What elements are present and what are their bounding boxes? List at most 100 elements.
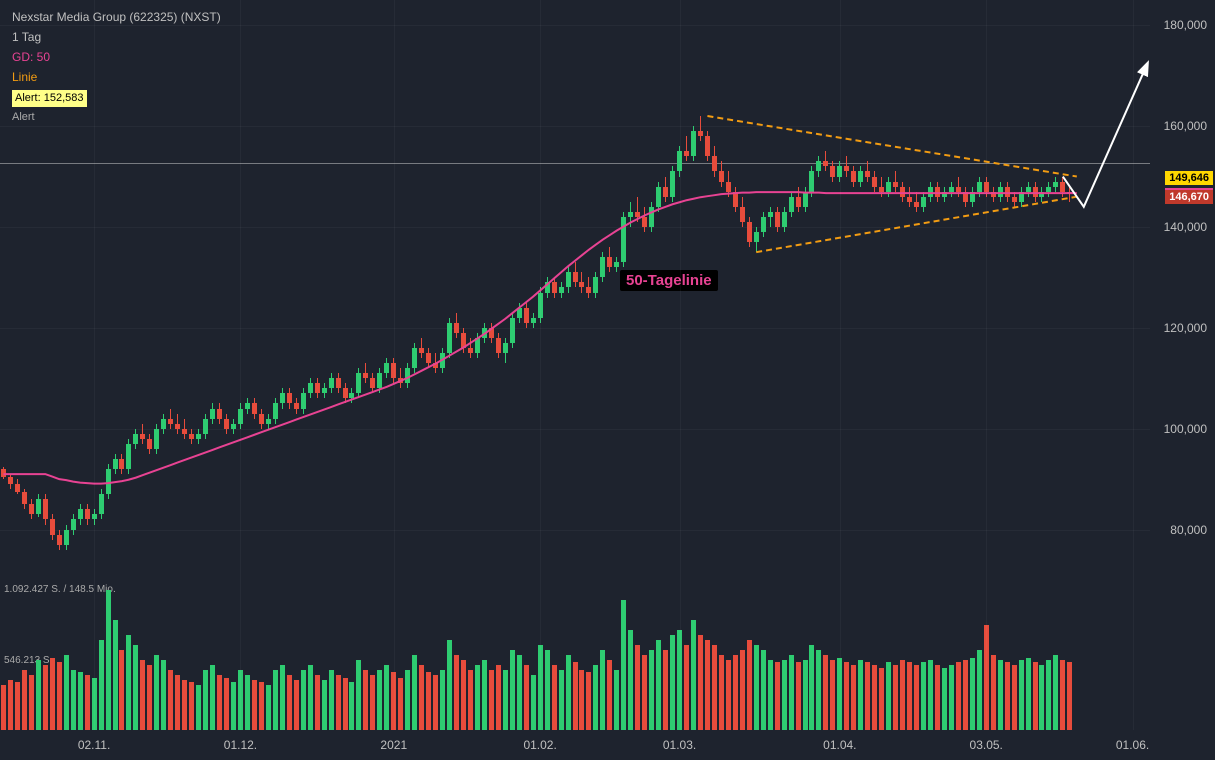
volume-bar bbox=[649, 650, 654, 730]
volume-bar bbox=[106, 590, 111, 730]
volume-bar bbox=[510, 650, 515, 730]
volume-bar bbox=[468, 670, 473, 730]
volume-bar bbox=[928, 660, 933, 730]
volume-bar bbox=[809, 645, 814, 730]
x-tick-label: 01.06. bbox=[1116, 738, 1149, 752]
volume-bar bbox=[907, 662, 912, 730]
volume-bar bbox=[405, 670, 410, 730]
volume-bar bbox=[789, 655, 794, 730]
volume-bar bbox=[517, 655, 522, 730]
volume-bar bbox=[336, 675, 341, 730]
volume-bar bbox=[600, 650, 605, 730]
volume-bar bbox=[22, 670, 27, 730]
x-tick-label: 03.05. bbox=[970, 738, 1003, 752]
volume-bar bbox=[252, 680, 257, 730]
volume-bar bbox=[426, 672, 431, 730]
volume-bar bbox=[496, 665, 501, 730]
volume-bar bbox=[377, 670, 382, 730]
volume-bar bbox=[830, 660, 835, 730]
volume-bar bbox=[816, 650, 821, 730]
volume-bar bbox=[935, 665, 940, 730]
volume-bar bbox=[1005, 662, 1010, 730]
volume-bar bbox=[1053, 655, 1058, 730]
x-axis: 02.11.01.12.202101.02.01.03.01.04.03.05.… bbox=[0, 730, 1150, 760]
volume-bar bbox=[768, 660, 773, 730]
volume-bar bbox=[893, 665, 898, 730]
y-tick-label: 120,000 bbox=[1164, 321, 1207, 335]
volume-bar bbox=[977, 650, 982, 730]
volume-bar bbox=[29, 675, 34, 730]
volume-bar bbox=[844, 662, 849, 730]
volume-bar bbox=[991, 655, 996, 730]
volume-bar bbox=[78, 672, 83, 730]
volume-bar bbox=[43, 665, 48, 730]
volume-bar bbox=[740, 650, 745, 730]
volume-bar bbox=[71, 670, 76, 730]
volume-bar bbox=[1, 685, 6, 730]
y-tick-label: 180,000 bbox=[1164, 18, 1207, 32]
volume-bar bbox=[370, 675, 375, 730]
volume-bar bbox=[203, 670, 208, 730]
volume-bar bbox=[851, 665, 856, 730]
volume-bar bbox=[482, 660, 487, 730]
volume-bar bbox=[712, 645, 717, 730]
y-tick-label: 100,000 bbox=[1164, 422, 1207, 436]
volume-bar bbox=[531, 675, 536, 730]
volume-bar bbox=[301, 670, 306, 730]
alert-line bbox=[0, 163, 1150, 164]
volume-bar bbox=[349, 682, 354, 730]
volume-bar bbox=[1026, 658, 1031, 730]
volume-bar bbox=[308, 665, 313, 730]
volume-bar bbox=[970, 658, 975, 730]
volume-bar bbox=[503, 670, 508, 730]
volume-bar bbox=[879, 668, 884, 730]
volume-bar bbox=[461, 660, 466, 730]
volume-bar bbox=[796, 662, 801, 730]
volume-bar bbox=[398, 678, 403, 730]
volume-bar bbox=[356, 660, 361, 730]
volume-bar bbox=[684, 645, 689, 730]
volume-bar bbox=[50, 658, 55, 730]
volume-bar bbox=[963, 660, 968, 730]
volume-bar bbox=[133, 645, 138, 730]
volume-bar bbox=[949, 665, 954, 730]
y-tick-label: 160,000 bbox=[1164, 119, 1207, 133]
volume-bar bbox=[719, 655, 724, 730]
volume-bar bbox=[196, 685, 201, 730]
breakout-arrow bbox=[1063, 66, 1147, 207]
price-chart[interactable] bbox=[0, 0, 1150, 580]
volume-bar bbox=[259, 682, 264, 730]
ma-annotation: 50-Tagelinie bbox=[620, 270, 718, 291]
volume-bar bbox=[161, 660, 166, 730]
volume-bar bbox=[343, 678, 348, 730]
volume-bar bbox=[642, 655, 647, 730]
volume-bar bbox=[440, 670, 445, 730]
volume-bar bbox=[57, 662, 62, 730]
volume-bar bbox=[154, 655, 159, 730]
volume-bar bbox=[489, 670, 494, 730]
volume-bar bbox=[412, 655, 417, 730]
price-tag: 146,670 bbox=[1165, 190, 1213, 204]
y-axis: 180,000160,000140,000120,000100,00080,00… bbox=[1150, 0, 1215, 580]
volume-bar bbox=[1019, 660, 1024, 730]
volume-bar bbox=[559, 670, 564, 730]
volume-bar bbox=[189, 682, 194, 730]
volume-chart[interactable]: 1.092.427 S. / 148.5 Mio.546.213 S. bbox=[0, 580, 1150, 730]
volume-bar bbox=[921, 662, 926, 730]
volume-bar bbox=[266, 685, 271, 730]
volume-label: 1.092.427 S. / 148.5 Mio. bbox=[4, 584, 116, 595]
volume-bar bbox=[998, 660, 1003, 730]
volume-bar bbox=[698, 635, 703, 730]
volume-bar bbox=[670, 635, 675, 730]
volume-bar bbox=[872, 665, 877, 730]
volume-bar bbox=[635, 645, 640, 730]
volume-bar bbox=[329, 670, 334, 730]
y-tick-label: 140,000 bbox=[1164, 220, 1207, 234]
volume-bar bbox=[99, 640, 104, 730]
volume-bar bbox=[119, 650, 124, 730]
overlay-svg bbox=[0, 0, 1150, 580]
volume-bar bbox=[217, 675, 222, 730]
volume-bar bbox=[586, 672, 591, 730]
volume-bar bbox=[545, 650, 550, 730]
volume-bar bbox=[782, 660, 787, 730]
